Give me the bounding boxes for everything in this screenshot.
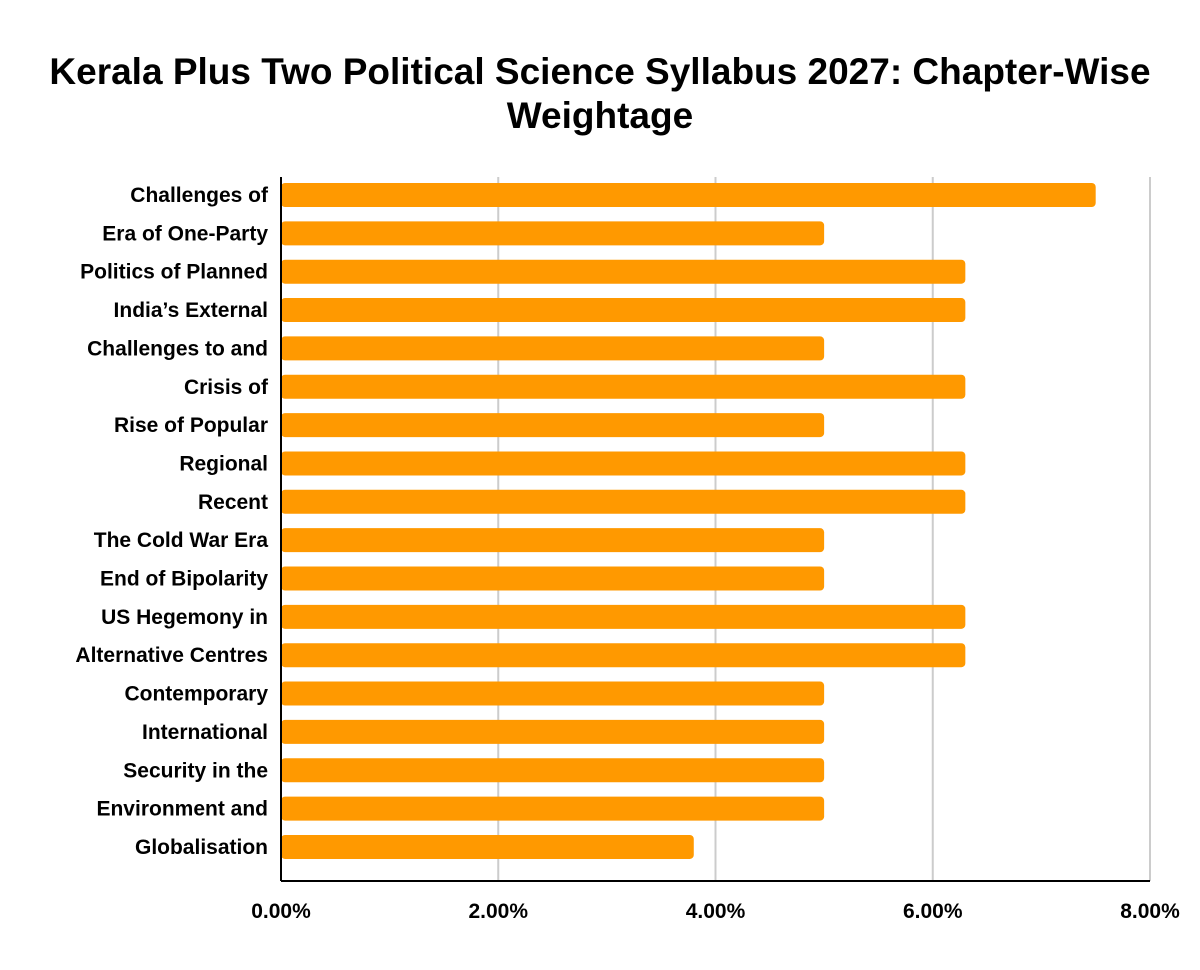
category-label: India’s External [114, 299, 268, 322]
category-label: Era of One-Party [102, 222, 268, 245]
chart-title: Kerala Plus Two Political Science Syllab… [49, 51, 1151, 136]
category-label: Globalisation [135, 836, 268, 859]
category-label: Environment and [96, 798, 268, 821]
category-label: Crisis of [184, 376, 269, 399]
category-label: The Cold War Era [94, 529, 269, 552]
bar [281, 796, 825, 821]
bar [281, 183, 1096, 207]
bar [281, 758, 825, 783]
axes [280, 177, 1150, 882]
bar [281, 298, 966, 323]
category-labels: Challenges of Era of One-Party Politics of… [75, 184, 269, 859]
bar [281, 413, 825, 438]
bar [281, 489, 966, 514]
category-label: Politics of Planned [80, 261, 268, 284]
x-tick-label: 8.00% [1120, 900, 1180, 923]
category-label: Recent [198, 491, 268, 514]
category-label: Alternative Centres [75, 644, 268, 667]
category-label: Security in the [123, 759, 268, 782]
bar [281, 259, 966, 284]
bar [281, 566, 825, 591]
category-label: US Hegemony in [101, 606, 268, 629]
category-label: Challenges of [130, 184, 269, 207]
x-tick-labels: 0.00% 2.00% 4.00% 6.00% 8.00% [251, 900, 1180, 923]
category-label: Rise of Popular [114, 414, 268, 437]
bar [281, 834, 694, 859]
bars [281, 183, 1096, 859]
x-tick-label: 6.00% [903, 900, 963, 923]
bar [281, 528, 825, 553]
category-label: International [142, 721, 268, 744]
category-label: End of Bipolarity [100, 568, 268, 591]
category-label: Challenges to and [87, 337, 268, 360]
category-label: Regional [179, 452, 268, 475]
bar [281, 604, 966, 629]
bar [281, 221, 825, 246]
bar [281, 719, 825, 744]
x-tick-label: 0.00% [251, 900, 311, 923]
bar [281, 451, 966, 476]
category-label: Contemporary [124, 683, 268, 706]
x-tick-label: 2.00% [468, 900, 528, 923]
bar [281, 336, 825, 361]
bar [281, 681, 825, 706]
x-tick-label: 4.00% [686, 900, 746, 923]
bar [281, 374, 966, 399]
bar [281, 643, 966, 668]
